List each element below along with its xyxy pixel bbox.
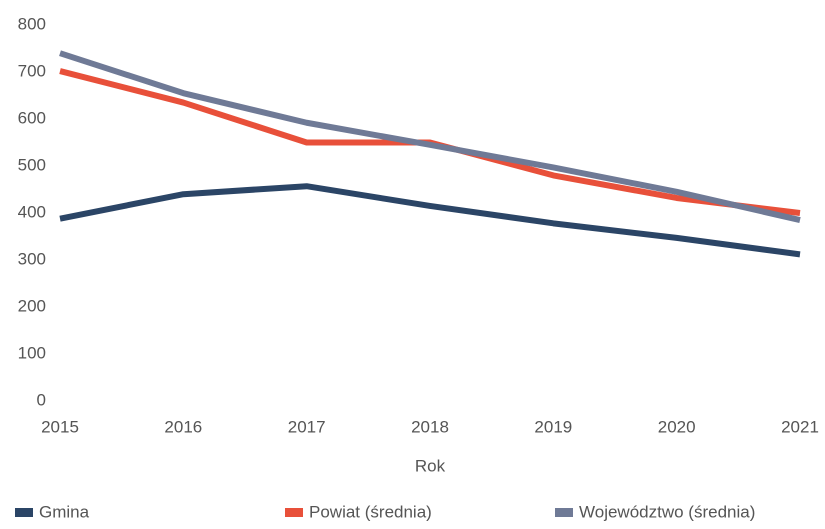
line [59, 50, 801, 223]
y-tick-label: 600 [18, 108, 46, 127]
x-tick-label: 2015 [41, 417, 79, 436]
legend-swatch [555, 508, 573, 517]
y-tick-label: 0 [37, 390, 46, 409]
x-tick-label: 2018 [411, 417, 449, 436]
legend-swatch [285, 508, 303, 517]
legend-label: Gmina [39, 502, 90, 521]
y-tick-label: 300 [18, 249, 46, 268]
y-tick-label: 400 [18, 202, 46, 221]
legend-swatch [15, 508, 33, 517]
legend-label: Województwo (średnia) [579, 502, 755, 521]
line [59, 183, 801, 258]
y-tick-label: 500 [18, 155, 46, 174]
y-tick-label: 800 [18, 14, 46, 33]
x-tick-label: 2020 [658, 417, 696, 436]
y-tick-label: 100 [18, 343, 46, 362]
legend-label: Powiat (średnia) [309, 502, 432, 521]
x-tick-label: 2017 [288, 417, 326, 436]
x-axis-label: Rok [415, 456, 446, 475]
x-tick-label: 2019 [534, 417, 572, 436]
x-tick-label: 2016 [164, 417, 202, 436]
y-tick-label: 200 [18, 296, 46, 315]
y-tick-label: 700 [18, 61, 46, 80]
x-tick-label: 2021 [781, 417, 819, 436]
